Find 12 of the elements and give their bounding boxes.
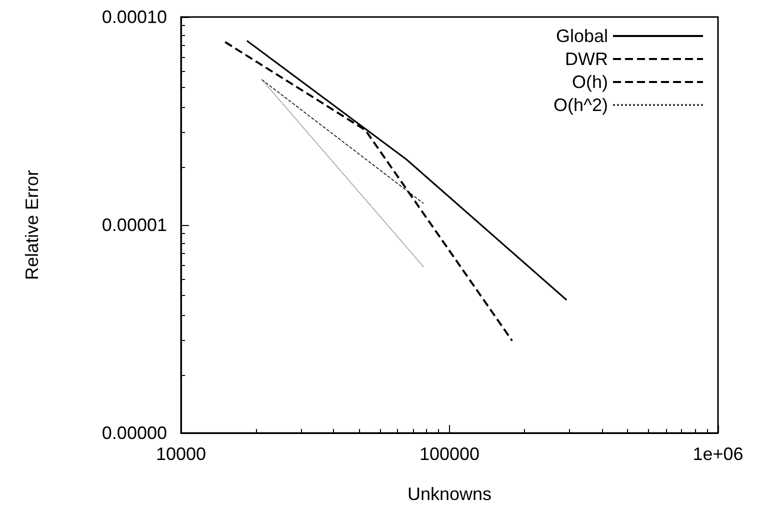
legend-label: O(h^2) — [554, 95, 608, 115]
y-tick-label: 0.00010 — [102, 7, 167, 27]
x-tick-label: 1e+06 — [692, 444, 744, 464]
y-axis-title: Relative Error — [22, 170, 42, 280]
legend-label: O(h) — [572, 72, 608, 92]
x-axis-title: Unknowns — [407, 484, 492, 504]
y-tick-label: 0.00001 — [102, 215, 167, 235]
legend-label: DWR — [565, 49, 608, 69]
x-tick-label: 100000 — [419, 444, 480, 464]
x-tick-label: 10000 — [156, 444, 206, 464]
y-tick-label: 0.00000 — [102, 423, 167, 443]
legend-label: Global — [556, 26, 608, 46]
